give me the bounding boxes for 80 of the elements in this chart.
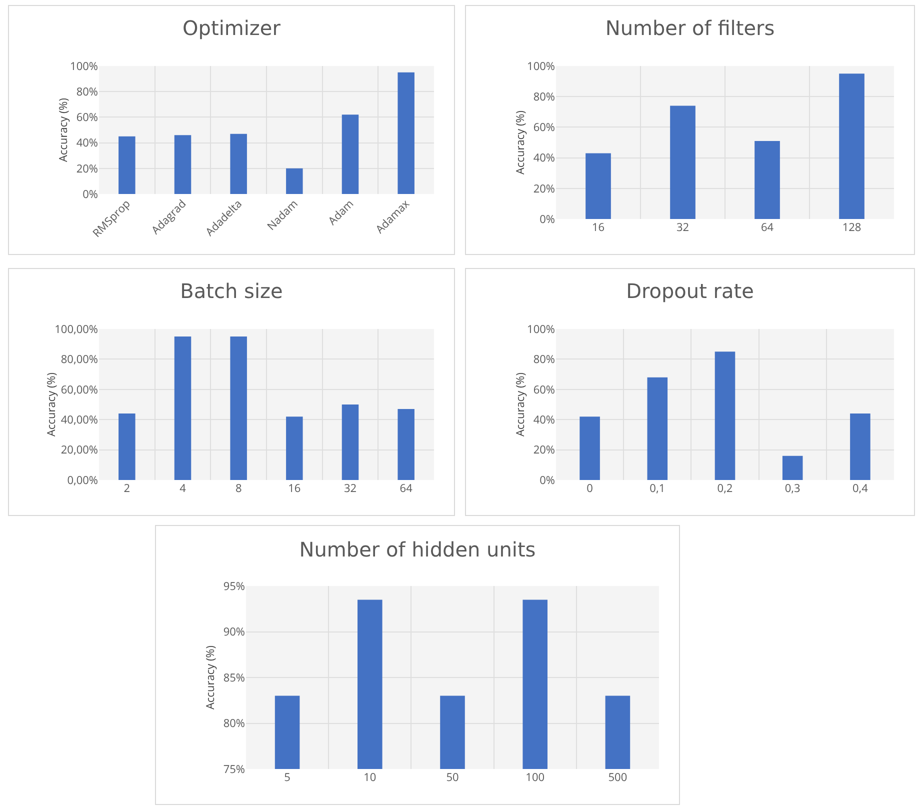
x-tick-label: 0,1 [650,481,666,496]
y-tick-label: 80,00% [60,352,98,368]
bar [782,456,803,480]
y-axis-title: Accuracy (%) [56,98,71,162]
y-tick-label: 40% [76,136,98,151]
y-tick-label: 0% [82,186,98,202]
x-tick-label: 16 [288,481,301,496]
chart-title: Batch size [180,278,283,303]
y-tick-label: 20% [533,181,555,196]
y-tick-label: 60% [533,382,555,398]
x-tick-label: 8 [235,481,242,496]
bar [850,414,870,480]
bar [839,74,864,219]
bar [670,106,696,219]
y-axis-title: Accuracy (%) [513,110,528,175]
x-tick-label: 0,4 [852,481,869,496]
y-tick-label: 100,00% [54,322,98,337]
y-tick-label: 90% [223,624,245,640]
bar [286,168,303,194]
y-tick-label: 60% [76,110,98,126]
chart-title: Number of filters [605,16,775,40]
x-tick-label: 16 [592,220,605,235]
chart-title: Optimizer [182,16,282,40]
y-tick-label: 40% [533,412,555,428]
bar [174,135,192,194]
y-tick-label: 80% [76,84,98,100]
y-tick-label: 75% [223,762,245,777]
x-tick-label: 32 [344,481,357,496]
x-tick-label: 0,2 [717,481,733,496]
x-tick-label: 50 [446,770,459,785]
y-tick-label: 100% [70,58,98,74]
y-tick-label: 80% [533,352,555,368]
x-tick-label: 5 [284,770,290,785]
y-axis-title: Accuracy (%) [44,372,59,437]
bar [230,336,247,480]
y-tick-label: 80% [533,89,555,104]
x-tick-label: 2 [124,481,130,496]
y-tick-label: 20% [533,442,555,458]
y-axis-title: Accuracy (%) [203,645,218,710]
bar [714,352,736,480]
y-tick-label: 80% [223,716,245,732]
y-axis-title: Accuracy (%) [513,372,528,437]
bar [286,416,303,480]
x-tick-label: 10 [364,770,376,785]
bar [118,414,136,480]
bar [342,114,359,194]
y-tick-label: 0% [540,472,555,488]
bar [174,336,192,480]
bar [118,136,136,194]
x-tick-label: 64 [400,481,414,496]
bar [230,134,247,194]
bar [398,409,414,480]
x-tick-label: 0,3 [784,481,800,496]
chart-title: Number of hidden units [299,538,536,562]
bar [342,404,359,480]
y-tick-label: 85% [223,670,245,686]
y-tick-label: 60% [533,120,555,136]
bar [647,377,668,480]
y-tick-label: 95% [223,578,245,594]
x-tick-label: 500 [608,770,628,785]
x-tick-label: 64 [760,220,774,235]
y-tick-label: 0,00% [67,472,98,488]
x-tick-label: 32 [676,220,690,235]
y-tick-label: 40,00% [60,412,98,428]
y-tick-label: 60,00% [60,382,98,398]
y-tick-label: 20,00% [60,442,98,458]
y-tick-label: 100% [527,58,555,74]
y-tick-label: 20% [76,161,98,176]
y-tick-label: 0% [540,212,555,227]
chart-title: Dropout rate [626,278,754,303]
x-tick-label: 100 [526,770,545,785]
bar [580,416,600,480]
bar [398,72,414,194]
x-tick-label: 128 [842,220,862,235]
y-tick-label: 40% [533,150,555,166]
bar [754,140,780,219]
bar [586,153,611,219]
x-tick-label: 4 [180,481,187,496]
x-tick-label: 0 [586,481,593,496]
y-tick-label: 100% [527,322,555,337]
